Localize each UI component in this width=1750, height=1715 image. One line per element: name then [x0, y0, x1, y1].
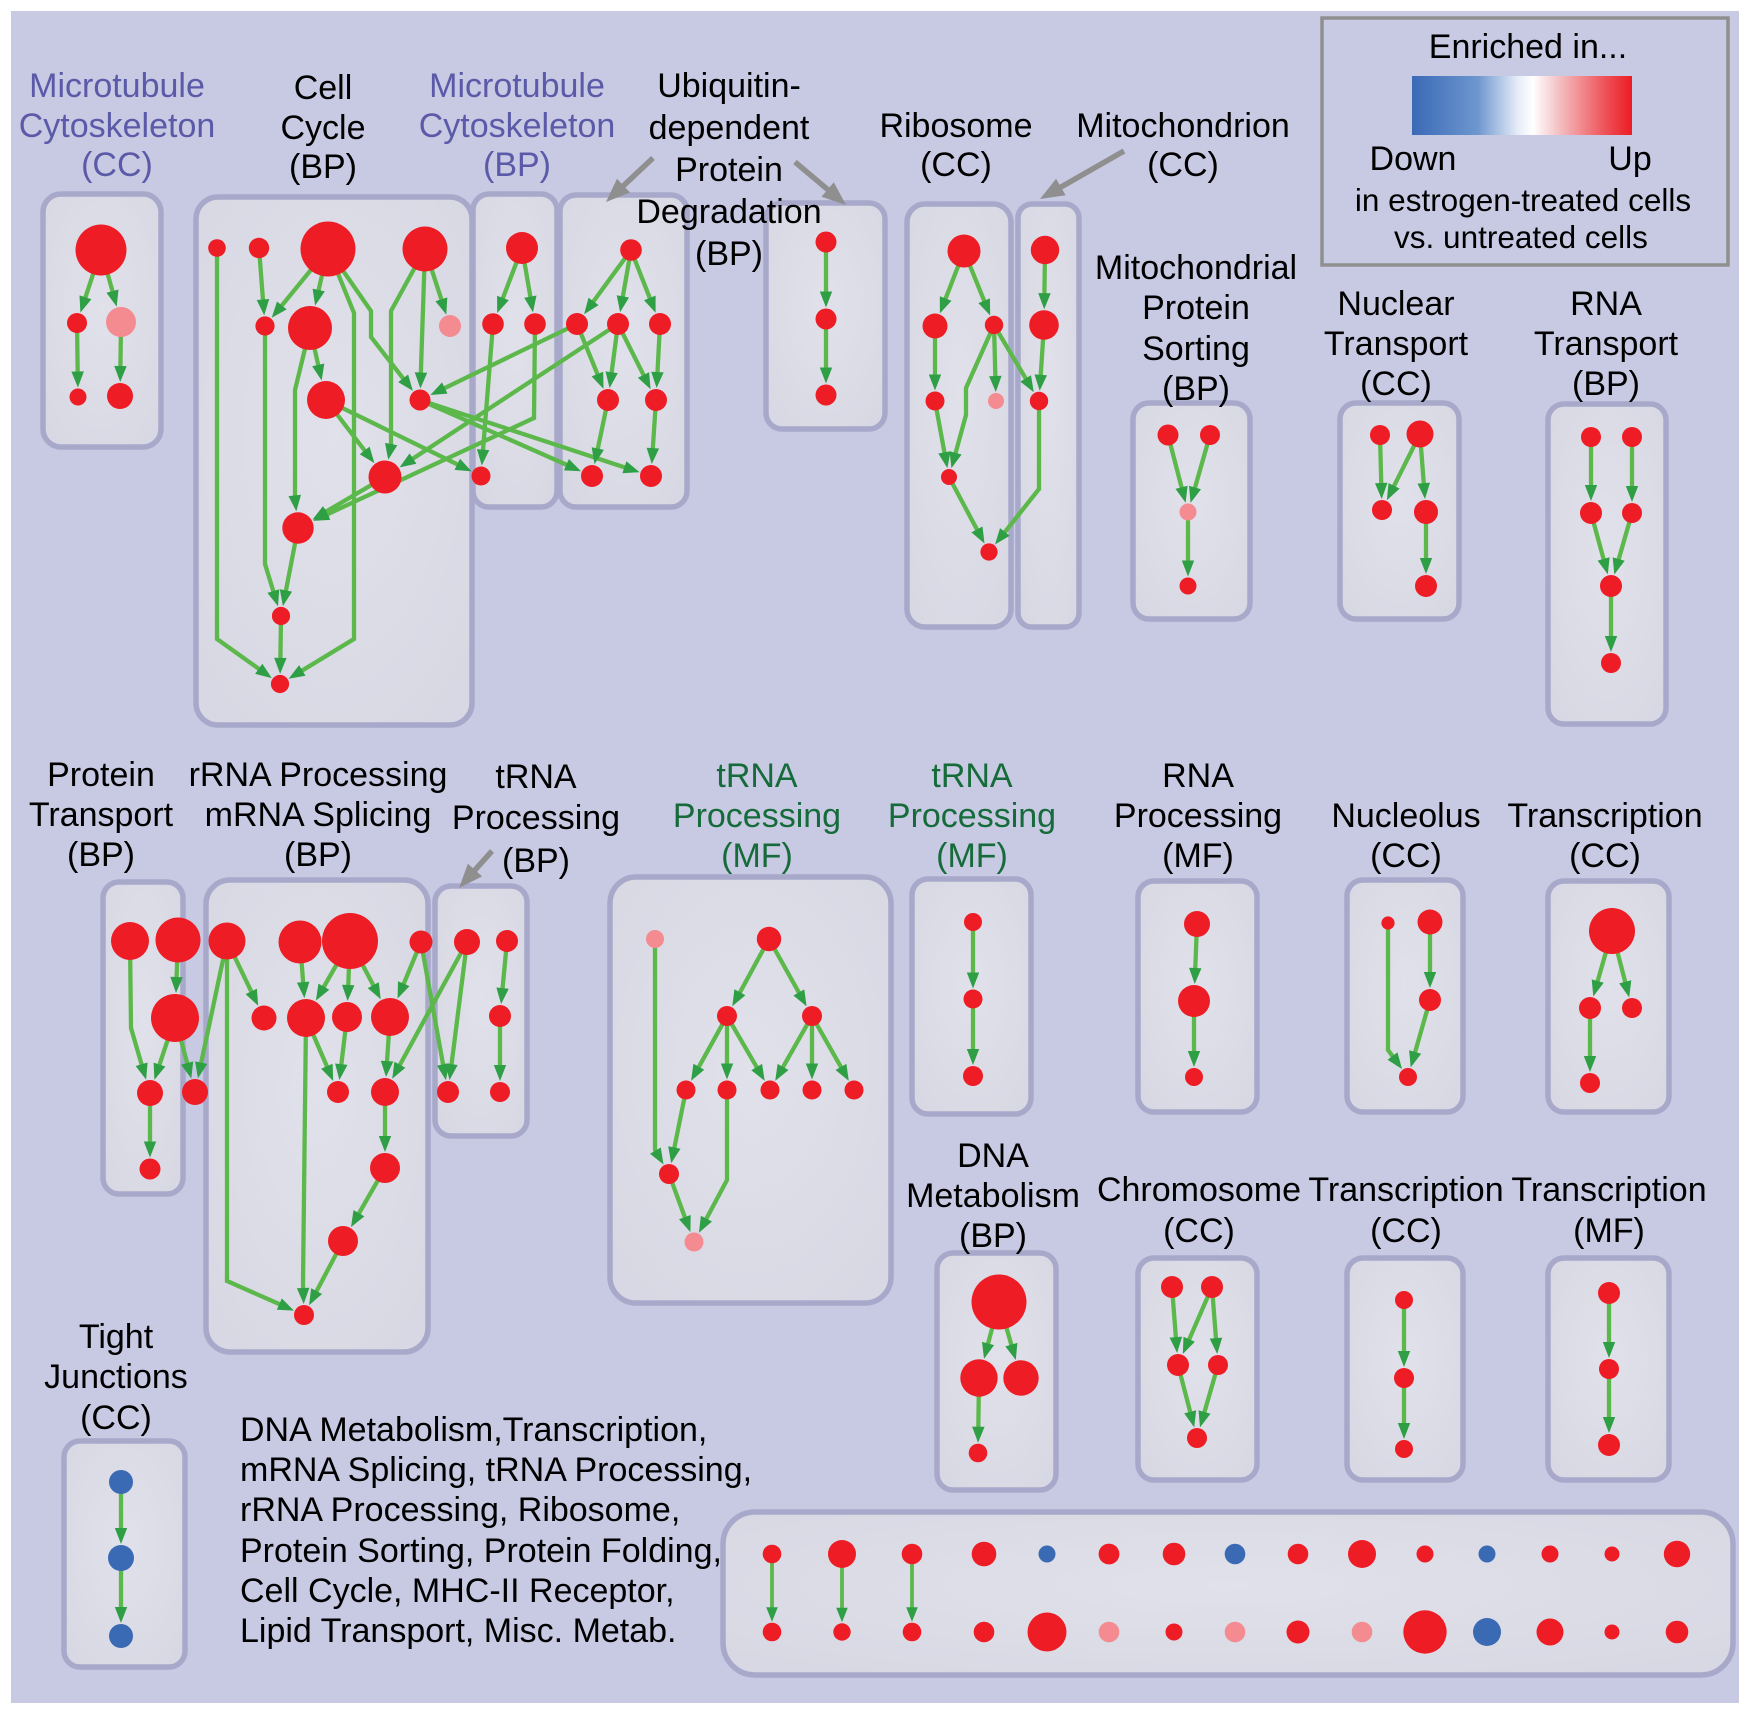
svg-text:Protein: Protein [1142, 289, 1250, 327]
svg-text:Transcription: Transcription [1308, 1171, 1503, 1209]
svg-text:dependent: dependent [649, 109, 810, 147]
svg-text:(CC): (CC) [80, 1399, 152, 1437]
svg-text:(BP): (BP) [67, 836, 135, 874]
svg-text:tRNA: tRNA [495, 758, 577, 796]
svg-text:Mitochondrion: Mitochondrion [1076, 107, 1290, 145]
svg-text:(BP): (BP) [695, 235, 763, 273]
svg-text:Nucleolus: Nucleolus [1331, 797, 1480, 835]
svg-text:Metabolism: Metabolism [906, 1177, 1080, 1215]
svg-text:Up: Up [1608, 140, 1651, 178]
svg-text:Cell: Cell [294, 69, 353, 107]
svg-text:Degradation: Degradation [636, 193, 821, 231]
svg-text:DNA Metabolism,Transcription,: DNA Metabolism,Transcription, [240, 1411, 707, 1449]
svg-text:(CC): (CC) [1370, 837, 1442, 875]
svg-text:mRNA Splicing: mRNA Splicing [205, 796, 432, 834]
svg-text:rRNA Processing: rRNA Processing [189, 756, 448, 794]
svg-text:Processing: Processing [1114, 797, 1282, 835]
svg-text:(BP): (BP) [502, 842, 570, 880]
svg-text:(CC): (CC) [1569, 837, 1641, 875]
svg-text:(BP): (BP) [959, 1217, 1027, 1255]
svg-text:Mitochondrial: Mitochondrial [1095, 249, 1297, 287]
svg-text:in estrogen-treated cells: in estrogen-treated cells [1355, 182, 1691, 218]
svg-text:(BP): (BP) [1572, 365, 1640, 403]
svg-text:DNA: DNA [957, 1137, 1029, 1175]
svg-text:(MF): (MF) [1573, 1212, 1645, 1250]
svg-text:RNA: RNA [1570, 285, 1642, 323]
svg-text:Nuclear: Nuclear [1337, 285, 1454, 323]
svg-text:(CC): (CC) [1163, 1212, 1235, 1250]
svg-text:(BP): (BP) [1162, 370, 1230, 408]
svg-text:(MF): (MF) [1162, 837, 1234, 875]
svg-text:Cycle: Cycle [280, 109, 365, 147]
svg-text:Transport: Transport [1534, 325, 1679, 363]
svg-text:(BP): (BP) [483, 146, 551, 184]
svg-text:Sorting: Sorting [1142, 330, 1250, 368]
svg-text:(CC): (CC) [920, 146, 992, 184]
svg-text:tRNA: tRNA [931, 757, 1013, 795]
svg-text:Protein: Protein [47, 756, 155, 794]
svg-text:Junctions: Junctions [44, 1358, 188, 1396]
svg-text:Ubiquitin-: Ubiquitin- [657, 67, 801, 105]
svg-text:Chromosome: Chromosome [1097, 1171, 1301, 1209]
svg-text:Processing: Processing [452, 799, 620, 837]
svg-text:Microtubule: Microtubule [29, 67, 205, 105]
svg-text:(BP): (BP) [284, 836, 352, 874]
svg-text:Transcription: Transcription [1511, 1171, 1706, 1209]
svg-text:Lipid Transport, Misc. Metab.: Lipid Transport, Misc. Metab. [240, 1612, 677, 1650]
svg-text:(CC): (CC) [1147, 146, 1219, 184]
svg-text:Protein Sorting, Protein Foldi: Protein Sorting, Protein Folding, [240, 1532, 722, 1570]
svg-text:Transport: Transport [1324, 325, 1469, 363]
svg-text:Enriched in...: Enriched in... [1429, 28, 1627, 66]
svg-text:(MF): (MF) [721, 837, 793, 875]
svg-text:mRNA Splicing, tRNA Processing: mRNA Splicing, tRNA Processing, [240, 1451, 752, 1489]
svg-text:Cytoskeleton: Cytoskeleton [19, 107, 216, 145]
svg-text:RNA: RNA [1162, 757, 1234, 795]
svg-text:tRNA: tRNA [716, 757, 798, 795]
svg-text:(CC): (CC) [1370, 1212, 1442, 1250]
svg-text:Processing: Processing [888, 797, 1056, 835]
svg-text:rRNA Processing, Ribosome,: rRNA Processing, Ribosome, [240, 1491, 680, 1529]
svg-text:Cytoskeleton: Cytoskeleton [419, 107, 616, 145]
svg-text:Transport: Transport [29, 796, 174, 834]
svg-text:Down: Down [1370, 140, 1457, 178]
svg-text:vs. untreated cells: vs. untreated cells [1394, 219, 1648, 255]
svg-text:Transcription: Transcription [1507, 797, 1702, 835]
svg-text:Tight: Tight [79, 1318, 154, 1356]
svg-text:Processing: Processing [673, 797, 841, 835]
svg-text:(CC): (CC) [1360, 365, 1432, 403]
svg-text:Microtubule: Microtubule [429, 67, 605, 105]
svg-text:Cell Cycle, MHC-II Receptor,: Cell Cycle, MHC-II Receptor, [240, 1572, 675, 1610]
svg-text:Protein: Protein [675, 151, 783, 189]
svg-text:(BP): (BP) [289, 148, 357, 186]
svg-text:(MF): (MF) [936, 837, 1008, 875]
svg-text:(CC): (CC) [81, 146, 153, 184]
svg-text:Ribosome: Ribosome [879, 107, 1032, 145]
